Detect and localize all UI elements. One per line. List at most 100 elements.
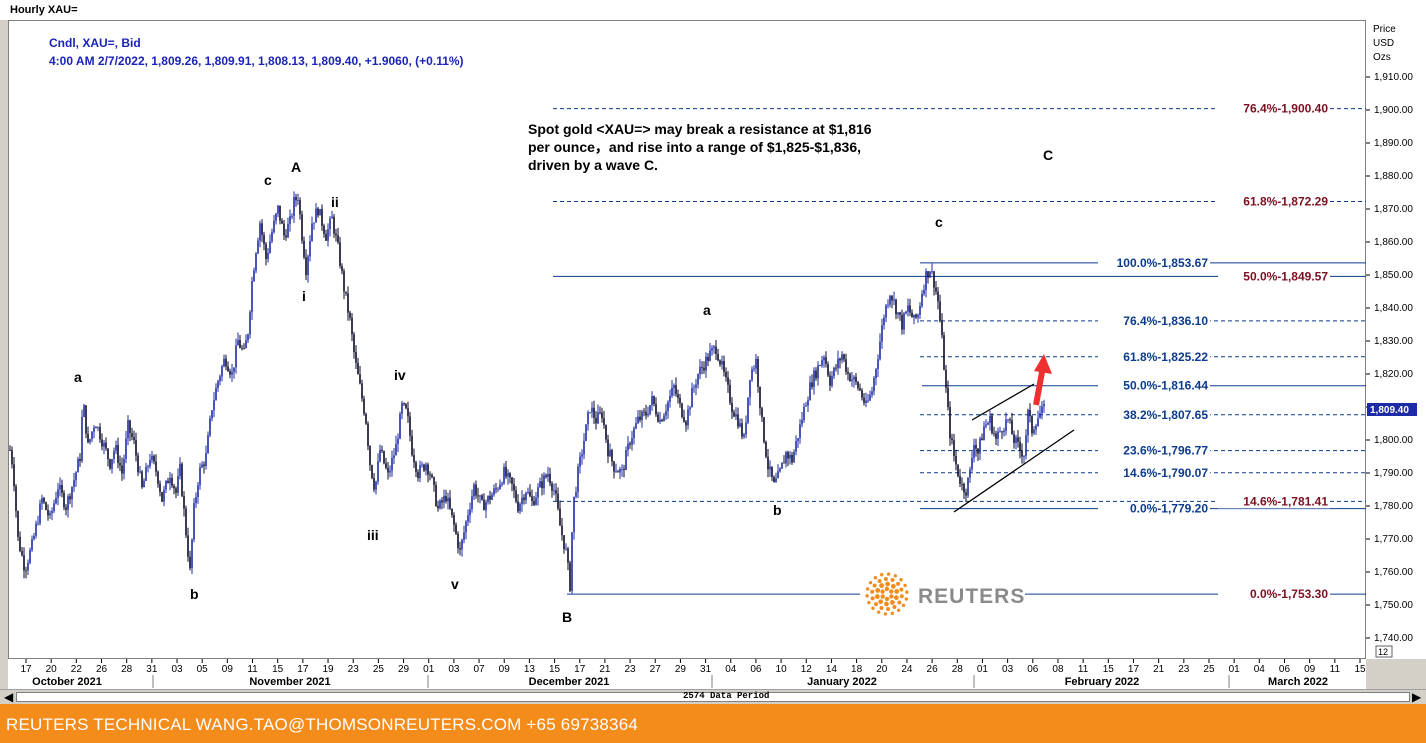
candle-body (71, 486, 73, 500)
fib-label-blue: 0.0%-1,779.20 (1130, 502, 1208, 516)
candle-body (29, 549, 31, 563)
price-axis-title-1: Price (1373, 24, 1396, 35)
candle-body (639, 416, 641, 421)
axis-corner-box[interactable] (1375, 645, 1393, 658)
candle-body (861, 390, 863, 398)
breakout-arrow (1033, 354, 1052, 406)
logo-dot (865, 594, 869, 598)
time-tick-label: 01 (1229, 664, 1241, 675)
time-tick-label: 29 (398, 664, 410, 675)
candle-body (151, 455, 153, 461)
candle-body (355, 352, 357, 363)
logo-dot (871, 606, 875, 610)
candle-body (513, 483, 515, 491)
candle-body (319, 209, 321, 216)
candle-body (73, 480, 75, 487)
candle-body (757, 358, 759, 387)
candle-body (303, 240, 305, 258)
candle-body (417, 471, 419, 479)
candle-body (1015, 437, 1017, 444)
candle-body (257, 240, 259, 254)
candle-body (827, 364, 829, 376)
logo-dot (899, 594, 904, 599)
time-tick-label: 06 (1279, 664, 1291, 675)
candle-body (963, 484, 965, 493)
candle-body (709, 350, 711, 361)
candle-body (177, 476, 179, 493)
time-tick-label: 14 (826, 664, 838, 675)
candle-body (451, 508, 453, 516)
candle-body (55, 497, 57, 504)
candle-body (77, 458, 79, 473)
scrollbar-track[interactable] (16, 692, 1410, 702)
logo-dot (879, 573, 884, 577)
candle-body (9, 449, 11, 451)
footer-banner: REUTERS TECHNICAL WANG.TAO@THOMSONREUTER… (0, 704, 1426, 743)
candle-body (83, 405, 85, 417)
time-tick-label: 13 (524, 664, 536, 675)
candle-body (913, 314, 915, 318)
candle-body (971, 457, 973, 470)
candle-body (635, 423, 637, 429)
scroll-right-icon[interactable]: ▶ (1412, 690, 1422, 704)
candle-body (721, 360, 723, 365)
candle-body (369, 446, 371, 466)
candle-body (529, 491, 531, 497)
time-tick-label: 03 (171, 664, 183, 675)
price-tick-label: 1,850.00 (1374, 270, 1413, 281)
candle-body (629, 443, 631, 445)
time-tick-label: 05 (197, 664, 209, 675)
candle-body (581, 454, 583, 457)
candle-body (383, 451, 385, 464)
candle-body (705, 356, 707, 371)
candle-body (31, 539, 33, 550)
candle-body (61, 484, 63, 493)
candle-body (613, 461, 615, 472)
candle-body (945, 369, 947, 388)
reuters-logo-mark (865, 572, 909, 616)
scroll-left-icon[interactable]: ◀ (4, 690, 14, 704)
candle-body (157, 471, 159, 484)
candle-body (561, 525, 563, 536)
candle-body (831, 376, 833, 386)
logo-dot (872, 583, 877, 588)
time-tick-label: 12 (801, 664, 813, 675)
logo-dot (883, 577, 888, 582)
candle-body (275, 213, 277, 221)
horizontal-scrollbar[interactable]: ◀ 2574 Data Period ▶ (0, 689, 1426, 705)
candle-body (829, 375, 831, 386)
candle-body (413, 455, 415, 463)
candle-body (461, 539, 463, 550)
candle-body (813, 370, 815, 387)
candle-body (849, 373, 851, 381)
candle-body (289, 216, 291, 224)
candle-body (1011, 420, 1013, 435)
candle-body (659, 419, 661, 422)
candle-body (455, 524, 457, 534)
time-tick-label: 10 (776, 664, 788, 675)
candle-body (129, 420, 131, 434)
candle-body (731, 402, 733, 413)
candle-body (935, 287, 937, 292)
candle-body (603, 418, 605, 426)
logo-dot (892, 605, 897, 610)
candle-body (105, 442, 107, 449)
candle-body (431, 474, 433, 478)
plot-area[interactable] (8, 20, 1366, 659)
candle-body (253, 270, 255, 282)
candle-body (181, 463, 183, 497)
candle-body (569, 562, 571, 591)
candle-body (387, 467, 389, 473)
candle-body (213, 400, 215, 411)
time-tick-label: 29 (675, 664, 687, 675)
last-price-label: 1,809.40 (1370, 405, 1409, 416)
candle-body (423, 464, 425, 471)
candle-body (499, 484, 501, 489)
candle-body (585, 424, 587, 441)
candle-body (617, 471, 619, 473)
candle-body (91, 431, 93, 440)
candle-body (1005, 419, 1007, 431)
candle-body (1007, 419, 1009, 421)
candle-body (507, 473, 509, 477)
candle-body (117, 445, 119, 463)
